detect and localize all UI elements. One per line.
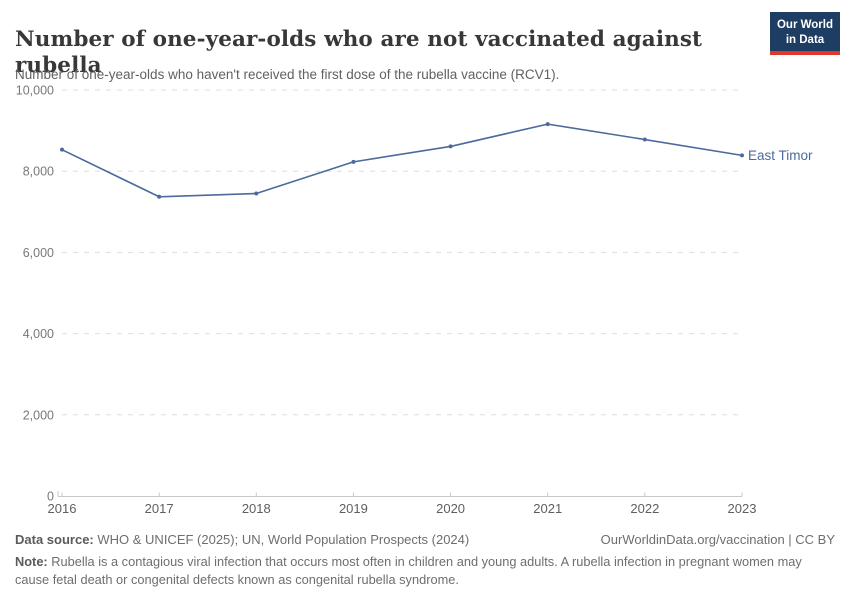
data-point[interactable] [448, 144, 453, 149]
x-axis-year-label: 2019 [339, 501, 368, 516]
chart-footer: Data source: WHO & UNICEF (2025); UN, Wo… [15, 531, 835, 590]
y-axis-tick-label: 0 [47, 490, 54, 504]
line-chart-plot[interactable]: 0 2,000 4,000 6,000 8,000 10,000 2016 2017 2018 2… [0, 0, 850, 528]
x-axis-year-label: 2021 [533, 501, 562, 516]
data-point[interactable] [642, 137, 647, 142]
owid-logo: Our World in Data [770, 12, 840, 56]
owid-logo-line1: Our World [776, 19, 833, 31]
data-point[interactable] [545, 122, 550, 127]
y-axis-tick-label: 6,000 [23, 246, 54, 260]
data-point[interactable] [157, 194, 162, 199]
chart-title: Number of one-year-olds who are not vacc… [15, 27, 703, 79]
owid-logo-line2: in Data [785, 33, 825, 46]
y-axis-tick-label: 2,000 [23, 408, 54, 422]
y-axis-tick-label: 4,000 [23, 327, 54, 341]
x-axis-year-label: 2022 [630, 501, 659, 516]
note-text: Rubella is a contagious viral infection … [15, 553, 802, 588]
chart-note: Note: Rubella is a contagious viral infe… [15, 553, 835, 590]
series-line[interactable] [61, 123, 743, 198]
data-source: Data source: WHO & UNICEF (2025); UN, Wo… [15, 531, 469, 550]
x-axis-year-label: 2016 [48, 501, 77, 516]
x-axis-year-label: 2018 [242, 501, 271, 516]
data-point[interactable] [254, 191, 259, 196]
data-source-label: Data source: [15, 532, 94, 547]
y-axis-tick-label: 8,000 [23, 165, 54, 179]
y-axis-tick-label: 10,000 [16, 84, 54, 98]
x-axis-year-label: 2023 [728, 501, 757, 516]
series-end-label[interactable]: East Timor [748, 148, 813, 163]
data-point[interactable] [740, 153, 744, 158]
x-axis-year-label: 2017 [145, 501, 174, 516]
chart-subtitle: Number of one-year-olds who haven't rece… [15, 66, 560, 82]
x-axis-year-label: 2020 [436, 501, 465, 516]
data-point[interactable] [351, 159, 356, 164]
note-label: Note: [15, 553, 48, 569]
attribution-link[interactable]: OurWorldinData.org/vaccination | CC BY [600, 532, 835, 547]
data-source-text: WHO & UNICEF (2025); UN, World Populatio… [97, 532, 470, 547]
data-point[interactable] [60, 147, 64, 152]
